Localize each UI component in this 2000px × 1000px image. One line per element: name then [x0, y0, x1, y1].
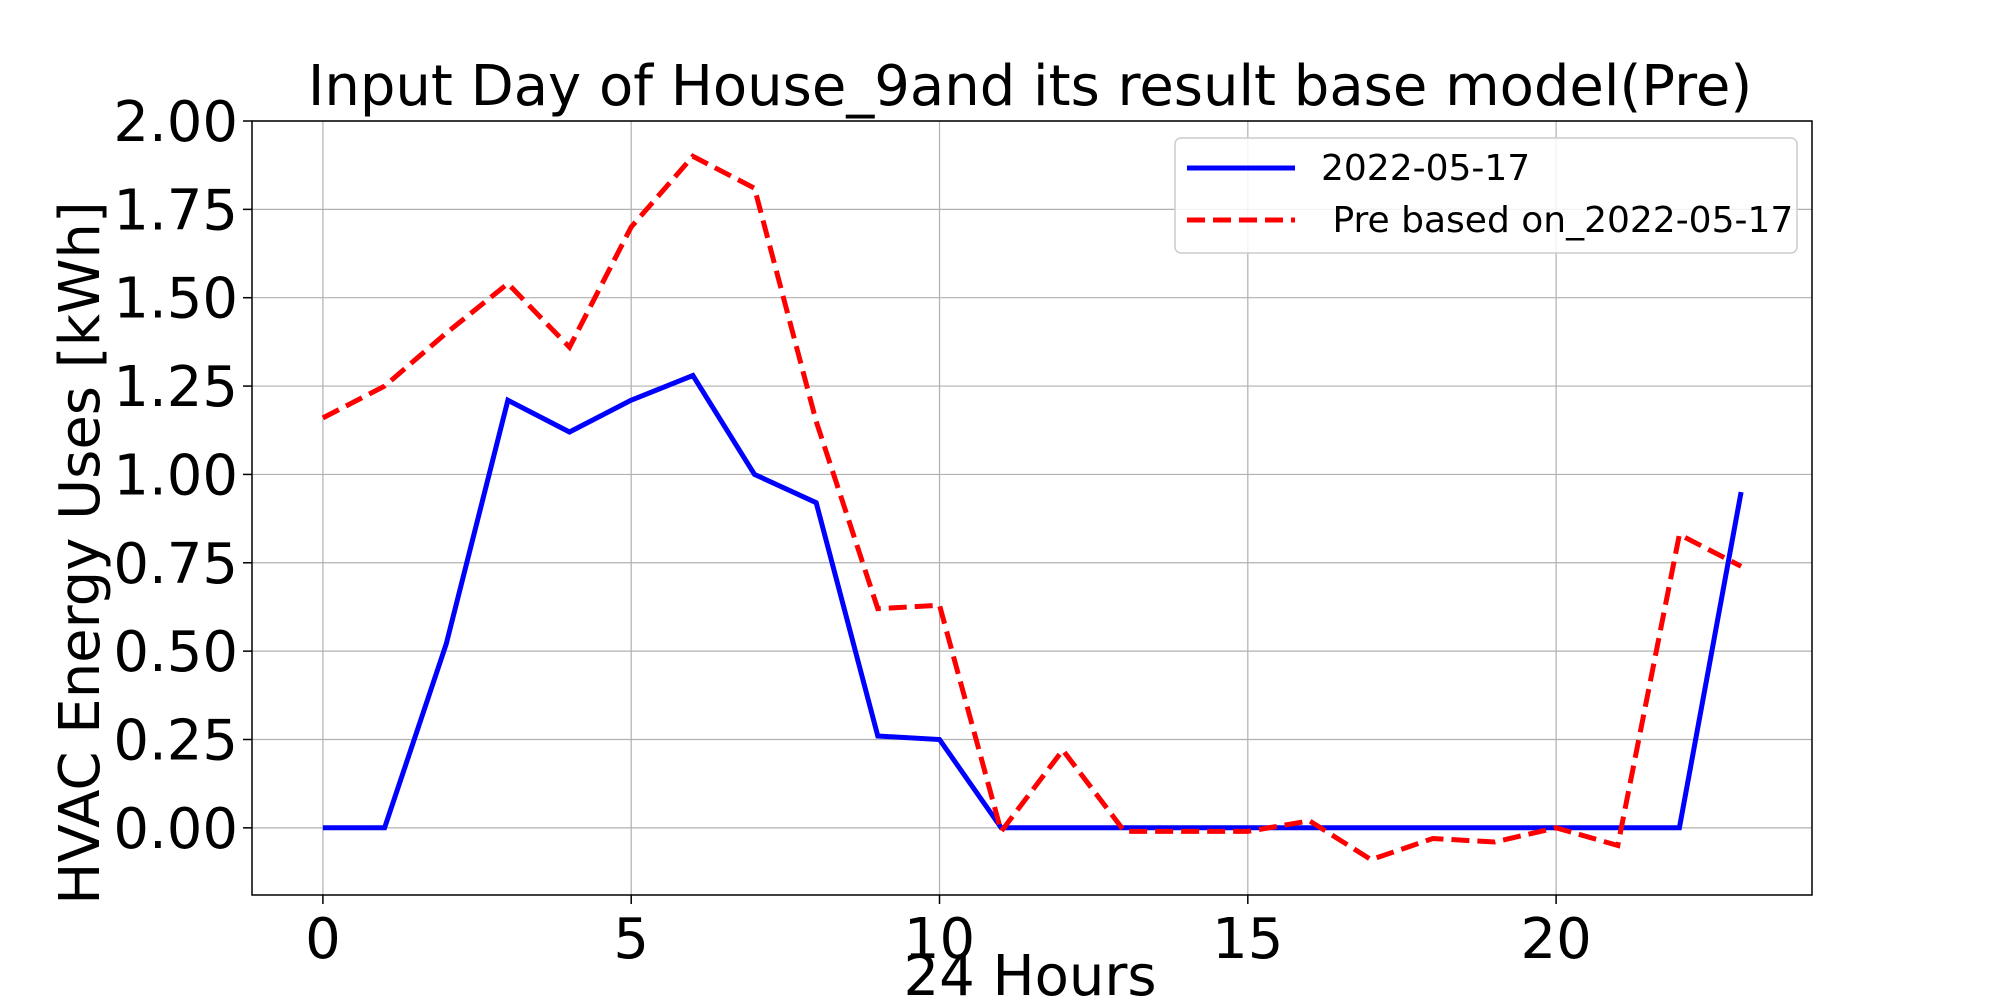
y-tick-label: 1.75	[113, 178, 238, 243]
y-tick-label: 2.00	[113, 90, 238, 155]
legend-label: Pre based on_2022-05-17	[1321, 200, 1793, 241]
y-tick-label: 0.50	[113, 620, 238, 685]
x-tick-label: 10	[904, 907, 975, 972]
legend-label: 2022-05-17	[1321, 148, 1530, 189]
chart-title: Input Day of House_9and its result base …	[308, 54, 1752, 119]
legend-box	[1174, 137, 1798, 254]
series-line-1	[322, 372, 1744, 831]
y-tick-label: 0.75	[113, 532, 238, 597]
series-layer	[321, 153, 1744, 863]
x-tick-label: 20	[1520, 907, 1591, 972]
series-line-2	[321, 153, 1743, 863]
x-axis-label: 24 Hours	[903, 944, 1156, 1000]
y-tick-label: 1.00	[113, 443, 238, 508]
x-tick-label: 15	[1212, 907, 1283, 972]
y-tick-label: 0.25	[113, 708, 238, 773]
y-tick-label: 1.25	[113, 355, 238, 420]
ticks: 0 5 10 15 20 0.00 0.25 0.50 0.75 1.00 1.25 1.50 1.75…	[113, 90, 1591, 972]
x-tick-label: 5	[613, 907, 649, 972]
plot-area-frame	[251, 120, 1813, 896]
x-tick-label: 0	[305, 907, 341, 972]
y-axis-label: HVAC Energy Uses [kWh]	[48, 201, 113, 905]
y-tick-label: 0.00	[113, 797, 238, 862]
legend: 2022-05-17 Pre based on_2022-05-17	[1174, 137, 1798, 254]
y-tick-label: 1.50	[113, 267, 238, 332]
